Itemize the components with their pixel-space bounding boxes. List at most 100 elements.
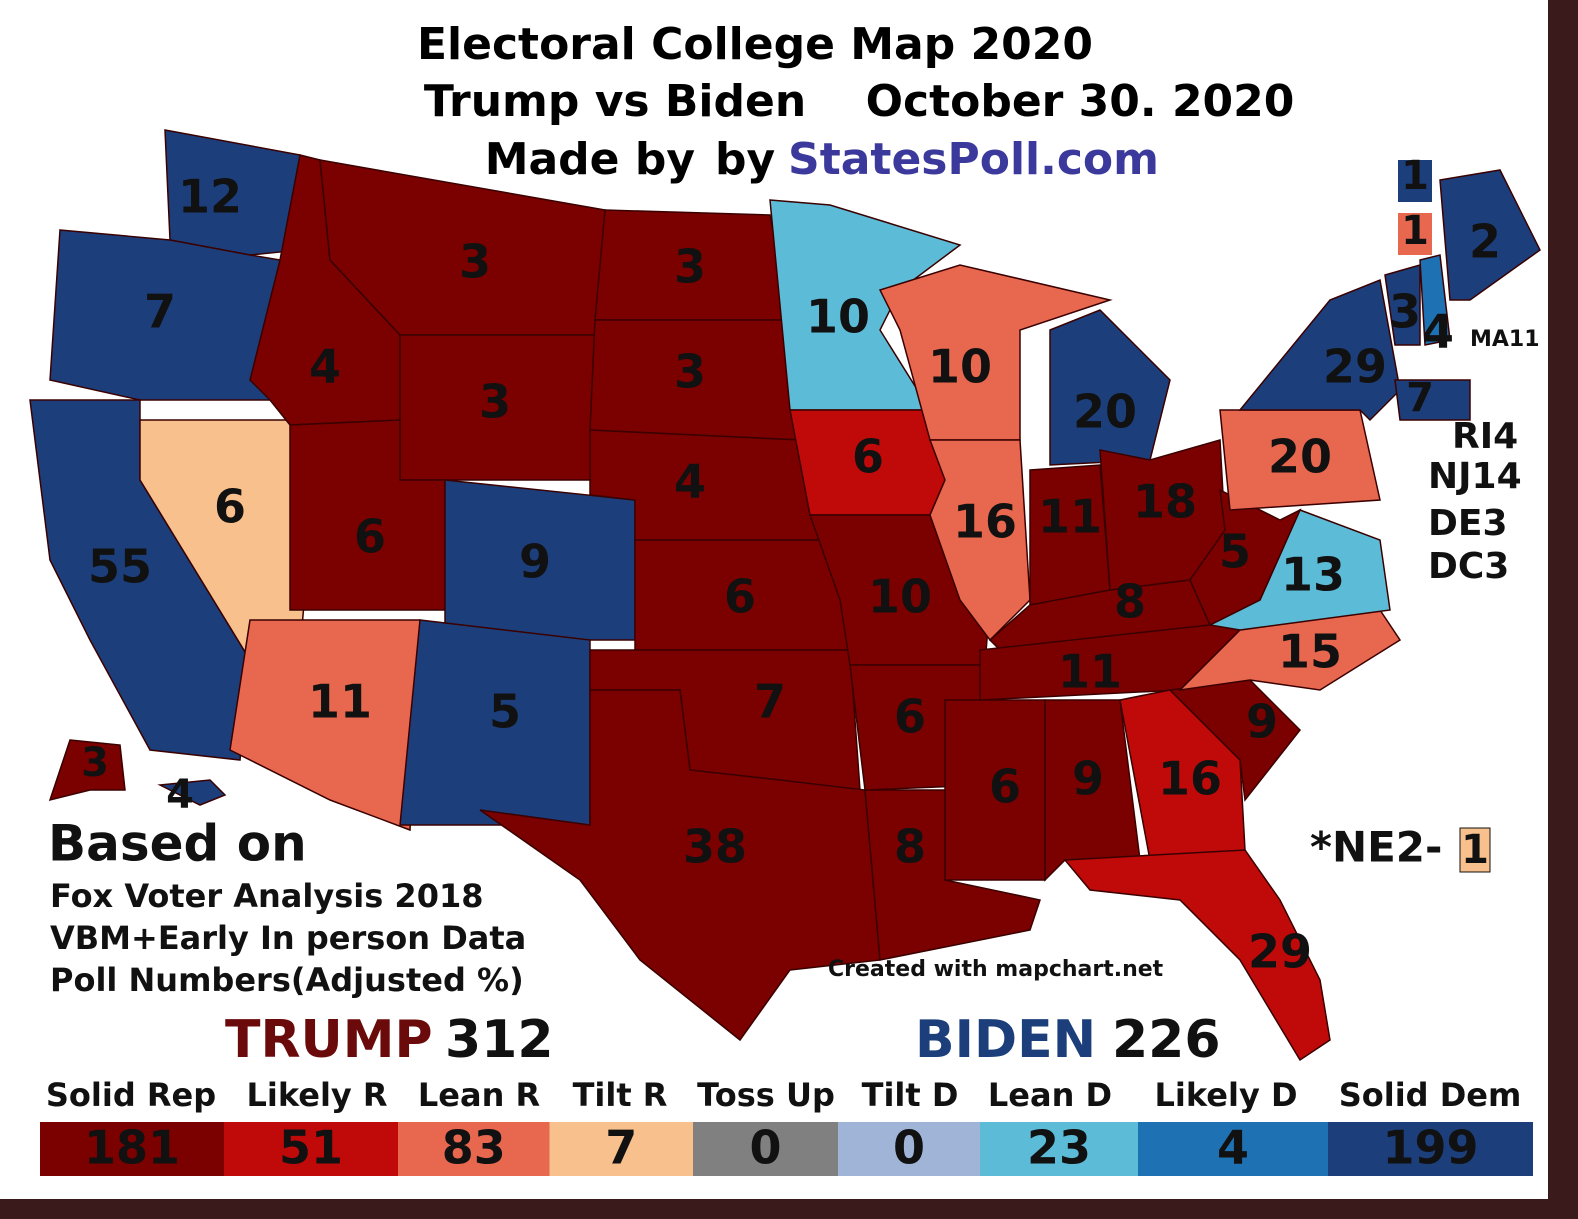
legend-value: 0 bbox=[893, 1121, 925, 1175]
state-label: 4 bbox=[674, 455, 706, 509]
subtitle-left: Trump vs Biden bbox=[424, 76, 806, 127]
state-label: 15 bbox=[1278, 625, 1342, 679]
legend-label: Toss Up bbox=[697, 1076, 835, 1114]
legend-cell bbox=[398, 1122, 550, 1176]
district-label: 1 bbox=[1401, 208, 1429, 254]
state-label: 3 bbox=[674, 345, 706, 399]
state bbox=[1419, 254, 1451, 346]
state-label: 4 bbox=[1422, 305, 1454, 359]
state-label: 11 bbox=[1038, 490, 1102, 544]
small-state-label: RI4 bbox=[1452, 416, 1518, 457]
source-line: VBM+Early In person Data bbox=[50, 919, 526, 957]
legend-label: Solid Rep bbox=[46, 1076, 216, 1114]
small-state-label: MA11 bbox=[1470, 327, 1540, 352]
state-label: 9 bbox=[1246, 695, 1278, 749]
state bbox=[928, 439, 1031, 642]
legend-value: 51 bbox=[279, 1121, 343, 1175]
state-label: 3 bbox=[1389, 285, 1421, 339]
state-label: 11 bbox=[1058, 645, 1122, 699]
state-label: 2 bbox=[1469, 215, 1501, 269]
legend-label: Lean R bbox=[418, 1076, 540, 1114]
trump-name: TRUMP bbox=[225, 1010, 433, 1070]
source-line: Poll Numbers(Adjusted %) bbox=[50, 961, 524, 999]
state-label: 8 bbox=[894, 820, 926, 874]
state-label: 9 bbox=[519, 535, 551, 589]
legend-cell bbox=[224, 1122, 398, 1176]
state-label: 6 bbox=[724, 570, 756, 624]
state-label: 10 bbox=[868, 570, 932, 624]
state-label: 4 bbox=[309, 340, 341, 394]
site: StatesPoll.com bbox=[788, 134, 1159, 185]
legend-value: 0 bbox=[749, 1121, 781, 1175]
legend-cell bbox=[838, 1122, 980, 1176]
legend-value: 23 bbox=[1027, 1121, 1091, 1175]
state-label: 20 bbox=[1268, 430, 1332, 484]
state-label: 29 bbox=[1323, 340, 1387, 394]
state-label: 20 bbox=[1073, 385, 1137, 439]
state-label: 7 bbox=[1406, 375, 1434, 421]
ne2-label: *NE2- bbox=[1310, 823, 1442, 872]
state-label: 9 bbox=[1072, 752, 1104, 806]
state bbox=[1439, 169, 1541, 301]
state bbox=[878, 264, 1113, 441]
state-label: 18 bbox=[1133, 475, 1197, 529]
state-label: 3 bbox=[81, 740, 109, 786]
state-label: 7 bbox=[754, 675, 786, 729]
state-label: 3 bbox=[479, 375, 511, 429]
state-label: 8 bbox=[1114, 575, 1146, 629]
sources-heading: Based on bbox=[48, 815, 307, 873]
legend-cell bbox=[693, 1122, 838, 1176]
biden-name: BIDEN bbox=[915, 1010, 1096, 1070]
legend-cell bbox=[40, 1122, 224, 1176]
state-label: 6 bbox=[214, 480, 246, 534]
ne2-value: 1 bbox=[1461, 827, 1489, 873]
state bbox=[1384, 264, 1421, 346]
title: Electoral College Map 2020 bbox=[417, 19, 1093, 70]
state-label: 29 bbox=[1248, 925, 1312, 979]
state-label: 5 bbox=[489, 685, 521, 739]
biden-votes: 226 bbox=[1112, 1010, 1221, 1070]
ne2-box bbox=[1459, 827, 1491, 873]
state bbox=[1189, 488, 1302, 627]
district-label: 1 bbox=[1401, 153, 1429, 199]
state-label: 3 bbox=[674, 240, 706, 294]
state-label: 16 bbox=[953, 495, 1017, 549]
state-label: 7 bbox=[144, 285, 176, 339]
legend-value: 199 bbox=[1382, 1121, 1478, 1175]
state-label: 10 bbox=[806, 290, 870, 344]
state bbox=[48, 739, 126, 802]
legend-label: Lean D bbox=[988, 1076, 1112, 1114]
state bbox=[1063, 849, 1331, 1062]
state-label: 38 bbox=[683, 820, 747, 874]
legend-value: 7 bbox=[605, 1121, 637, 1175]
state-label: 16 bbox=[1158, 752, 1222, 806]
state bbox=[1049, 309, 1171, 466]
district-box bbox=[1398, 160, 1432, 202]
state-label: 5 bbox=[1219, 525, 1251, 579]
legend-value: 83 bbox=[442, 1121, 506, 1175]
small-state-label: DE3 bbox=[1428, 503, 1508, 544]
legend-value: 181 bbox=[84, 1121, 180, 1175]
state bbox=[479, 689, 881, 1042]
state-label: 10 bbox=[928, 340, 992, 394]
legend-cell bbox=[1138, 1122, 1328, 1176]
legend-cell bbox=[1328, 1122, 1533, 1176]
state-label: 11 bbox=[308, 675, 372, 729]
state-label: 13 bbox=[1281, 548, 1345, 602]
made-by-by: by bbox=[715, 134, 775, 185]
legend-label: Tilt R bbox=[573, 1076, 668, 1114]
legend-label: Likely R bbox=[246, 1076, 387, 1114]
state bbox=[164, 129, 301, 256]
state-label: 6 bbox=[354, 510, 386, 564]
district-box bbox=[1398, 213, 1432, 255]
legend-label: Likely D bbox=[1154, 1076, 1297, 1114]
state bbox=[1394, 379, 1471, 421]
state-label: 6 bbox=[894, 690, 926, 744]
state-label: 4 bbox=[166, 772, 194, 818]
legend-label: Solid Dem bbox=[1339, 1076, 1522, 1114]
state-label: 12 bbox=[178, 170, 242, 224]
state bbox=[1119, 689, 1246, 861]
